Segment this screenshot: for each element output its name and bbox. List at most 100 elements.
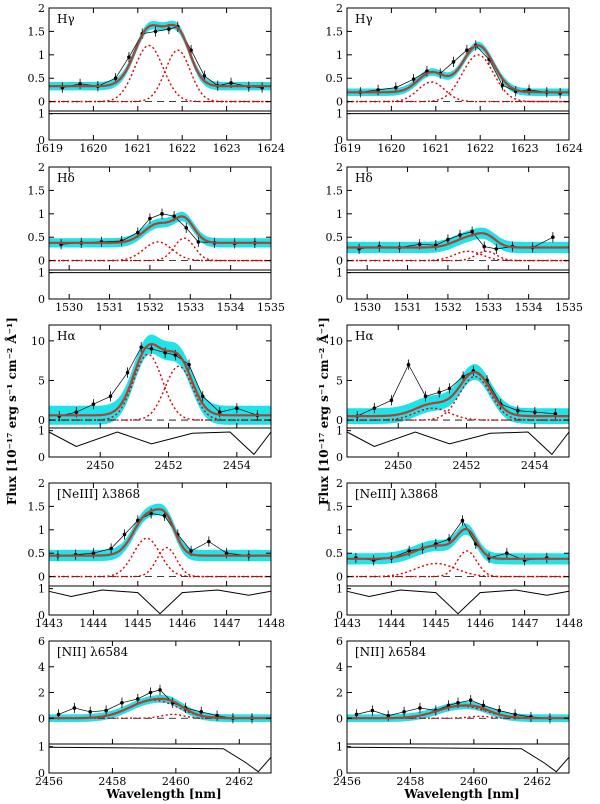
y-tick-label: 1 xyxy=(336,49,343,62)
model-curve xyxy=(347,370,569,418)
x-tick-label: 1624 xyxy=(257,142,285,155)
x-tick-label: 1622 xyxy=(168,142,196,155)
transmission-curve xyxy=(346,431,570,456)
x-tick-label: 1622 xyxy=(466,142,494,155)
y-tick-label: 1.5 xyxy=(326,184,344,197)
trans-y-tick-label: 0 xyxy=(38,451,45,464)
transmission-frame xyxy=(346,743,570,774)
y-tick-label: 10 xyxy=(31,335,45,348)
uncertainty-band xyxy=(49,20,271,91)
model-curve xyxy=(49,23,271,88)
y-tick-label: 1.5 xyxy=(326,25,344,38)
y-tick-label: 0 xyxy=(38,255,45,268)
y-tick-label: 2 xyxy=(38,687,45,700)
x-tick-label: 1447 xyxy=(213,617,241,630)
transmission-frame xyxy=(346,269,570,300)
y-axis-label-right: Flux [10⁻¹⁷ erg s⁻¹ cm⁻² Å⁻¹] xyxy=(316,317,331,505)
x-tick-label: 1531 xyxy=(96,301,124,314)
y-tick-label: 1 xyxy=(38,49,45,62)
x-tick-label: 2458 xyxy=(98,775,126,788)
trans-y-tick-label: 1 xyxy=(38,108,45,121)
y-tick-label: 1.5 xyxy=(28,184,46,197)
y-tick-label: 0.5 xyxy=(326,547,344,560)
y-tick-label: 6 xyxy=(38,635,45,648)
model-curve xyxy=(347,704,569,720)
x-tick-label: 1619 xyxy=(333,142,361,155)
component-0 xyxy=(347,562,569,578)
x-tick-label: 1534 xyxy=(515,301,543,314)
line-name-label: [NII] λ6584 xyxy=(57,645,129,659)
transmission-frame xyxy=(346,427,570,458)
panel-3-right: 1443 1444 1445 1446 1447 144800.511.5201[NeII… xyxy=(326,477,584,630)
x-tick-label: 2460 xyxy=(460,775,488,788)
line-name-label: Hδ xyxy=(57,171,75,185)
x-axis-label-left: Wavelength [nm] xyxy=(105,787,221,801)
y-tick-label: 0.5 xyxy=(28,72,46,85)
y-tick-label: 0 xyxy=(38,96,45,109)
transmission-frame xyxy=(48,585,272,616)
y-tick-label: 0 xyxy=(38,571,45,584)
y-axis-label-left: Flux [10⁻¹⁷ erg s⁻¹ cm⁻² Å⁻¹] xyxy=(4,317,19,505)
y-tick-label: 2 xyxy=(38,477,45,490)
x-tick-label: 1445 xyxy=(124,617,152,630)
y-tick-label: 2 xyxy=(38,2,45,15)
y-tick-label: 0 xyxy=(336,571,343,584)
y-tick-label: 4 xyxy=(38,661,45,674)
model-curve xyxy=(49,508,271,557)
model-curve xyxy=(347,44,569,94)
transmission-frame xyxy=(346,585,570,616)
line-name-label: [NeIII] λ3868 xyxy=(355,487,438,501)
y-tick-label: 10 xyxy=(329,335,343,348)
component-1 xyxy=(347,375,569,421)
x-tick-label: 2452 xyxy=(155,459,183,472)
y-tick-label: 2 xyxy=(336,2,343,15)
trans-y-tick-label: 0 xyxy=(38,293,45,306)
transmission-curve xyxy=(48,746,272,773)
y-tick-label: 2 xyxy=(336,687,343,700)
data-line xyxy=(357,363,556,417)
data-line xyxy=(57,513,249,556)
x-tick-label: 1444 xyxy=(377,617,405,630)
trans-y-tick-label: 1 xyxy=(38,425,45,438)
x-tick-label: 2452 xyxy=(453,459,481,472)
y-tick-label: 6 xyxy=(336,635,343,648)
x-axis-label-right: Wavelength [nm] xyxy=(403,787,519,801)
component-1 xyxy=(347,54,569,103)
x-tick-label: 1532 xyxy=(136,301,164,314)
line-name-label: Hγ xyxy=(355,12,373,26)
line-name-label: Hα xyxy=(355,329,374,343)
data-line xyxy=(58,689,252,719)
y-tick-label: 0 xyxy=(336,255,343,268)
x-tick-label: 1624 xyxy=(555,142,583,155)
y-tick-label: 2 xyxy=(336,477,343,490)
x-tick-label: 1620 xyxy=(377,142,405,155)
data-line xyxy=(59,346,258,417)
y-tick-label: 0.5 xyxy=(326,231,344,244)
x-tick-label: 2450 xyxy=(384,459,412,472)
y-tick-label: 0 xyxy=(336,712,343,725)
x-tick-label: 1444 xyxy=(79,617,107,630)
y-tick-label: 1.5 xyxy=(28,25,46,38)
data-line xyxy=(356,699,551,719)
x-tick-label: 2454 xyxy=(521,459,549,472)
component-1 xyxy=(49,49,271,103)
y-tick-label: 5 xyxy=(38,374,45,387)
x-tick-label: 2454 xyxy=(223,459,251,472)
trans-y-tick-label: 0 xyxy=(336,293,343,306)
uncertainty-band xyxy=(49,211,271,248)
y-tick-label: 0.5 xyxy=(28,547,46,560)
trans-y-tick-label: 0 xyxy=(38,767,45,780)
transmission-frame xyxy=(48,427,272,458)
uncertainty-band xyxy=(347,523,569,565)
component-1 xyxy=(49,237,271,262)
model-curve xyxy=(49,342,271,417)
x-tick-label: 1621 xyxy=(422,142,450,155)
model-curve xyxy=(347,528,569,560)
x-tick-label: 2462 xyxy=(225,775,253,788)
y-tick-label: 2 xyxy=(38,161,45,174)
